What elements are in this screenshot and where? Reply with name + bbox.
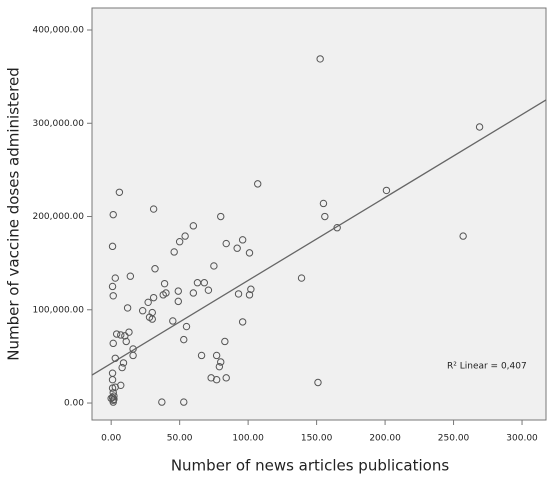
point [108, 242, 117, 251]
point [111, 383, 119, 391]
point [382, 186, 391, 195]
point [109, 396, 117, 404]
point [321, 212, 329, 221]
point [217, 358, 225, 366]
point [111, 274, 119, 282]
point [110, 392, 118, 400]
point [181, 232, 189, 240]
point [204, 286, 213, 294]
point [210, 262, 218, 270]
point [119, 359, 128, 367]
point [182, 322, 191, 331]
point [233, 244, 241, 252]
point [118, 363, 126, 372]
trend-line [91, 99, 547, 376]
point [108, 282, 117, 291]
point [459, 232, 467, 240]
point [200, 279, 209, 287]
y-tick-label: 0.00 [64, 399, 84, 409]
point [109, 210, 117, 219]
point [158, 398, 166, 406]
point [222, 239, 230, 248]
r-squared-annotation: R² Linear = 0,407 [447, 362, 527, 372]
point [245, 291, 254, 299]
x-axis-title: Number of news articles publications [171, 457, 450, 475]
point [109, 339, 117, 348]
point [129, 351, 137, 360]
point [145, 313, 154, 321]
point [238, 318, 247, 326]
point [169, 317, 177, 325]
point [314, 378, 322, 387]
point [149, 205, 158, 213]
point [125, 328, 133, 336]
point [222, 374, 230, 382]
point [316, 55, 324, 63]
x-tick-label: 50.00 [167, 434, 193, 444]
point [175, 237, 184, 246]
y-tick-label: 100,000.00 [32, 305, 84, 315]
y-axis-title: Number of vaccine doses administered [5, 67, 23, 361]
point [123, 304, 132, 312]
point [180, 398, 188, 406]
point [180, 335, 188, 344]
point [151, 265, 159, 273]
point [319, 199, 328, 208]
point [122, 337, 130, 346]
point [108, 376, 117, 384]
y-tick-label: 200,000.00 [32, 212, 84, 222]
point [108, 393, 117, 402]
point [149, 293, 158, 302]
point [297, 274, 306, 282]
y-tick-label: 300,000.00 [32, 119, 84, 129]
x-tick-label: 150.00 [301, 434, 333, 444]
point [160, 279, 169, 288]
x-tick-label: 0.00 [101, 434, 121, 444]
point [247, 285, 255, 293]
point [144, 298, 152, 307]
point [112, 330, 121, 338]
point [245, 249, 254, 257]
x-tick-label: 300.00 [506, 434, 538, 444]
point [475, 123, 484, 131]
point [109, 292, 117, 300]
plot-area [91, 7, 547, 421]
point [174, 297, 182, 306]
point [215, 362, 224, 371]
point [189, 289, 198, 297]
point [126, 272, 135, 280]
point [212, 376, 221, 384]
point [138, 307, 147, 315]
point [117, 331, 125, 339]
point [189, 222, 198, 230]
point [234, 290, 243, 298]
point [111, 354, 119, 362]
point [217, 212, 225, 221]
y-tick-label: 400,000.00 [32, 26, 84, 36]
point [121, 332, 129, 340]
point [254, 180, 262, 188]
point [170, 248, 178, 256]
point [221, 337, 229, 346]
x-tick-label: 100.00 [232, 434, 264, 444]
x-tick-label: 200.00 [369, 434, 401, 444]
point [159, 291, 167, 299]
point [115, 188, 124, 196]
point [238, 236, 247, 244]
x-tick-label: 250.00 [438, 434, 470, 444]
point [197, 351, 206, 360]
point [333, 224, 341, 232]
point [212, 351, 221, 360]
point [110, 395, 118, 403]
point [174, 287, 182, 295]
